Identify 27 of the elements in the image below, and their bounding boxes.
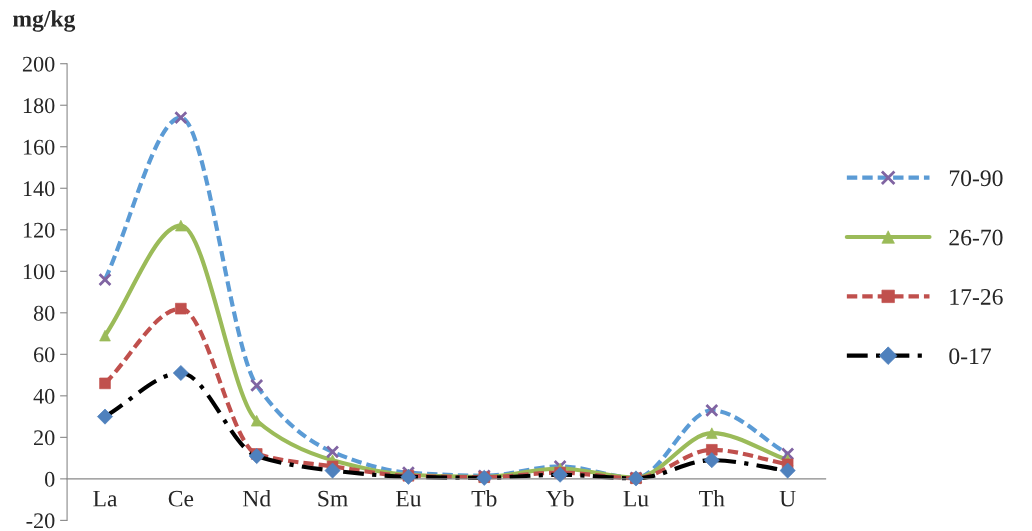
- y-tick-label: 140: [23, 181, 55, 197]
- legend-label: 26-70: [949, 229, 1003, 246]
- y-tick-label: 80: [33, 305, 55, 321]
- y-tick-label: 100: [23, 264, 55, 280]
- x-tick-label: Tb: [471, 489, 497, 507]
- x-tick-label: U: [779, 490, 796, 507]
- legend-label: 70-90: [949, 170, 1003, 187]
- y-tick-label: 40: [33, 388, 55, 404]
- x-tick-label: Th: [699, 489, 725, 507]
- legend-label: 17-26: [950, 289, 1003, 305]
- y-tick-label: 160: [23, 139, 55, 155]
- x-tick-label: Ce: [168, 490, 194, 507]
- y-tick-label: 120: [23, 222, 55, 238]
- x-tick-label: Yb: [545, 489, 574, 507]
- y-tick-label: 0: [45, 471, 55, 487]
- y-axis-title: mg/kg: [13, 10, 76, 32]
- x-tick-label: Eu: [395, 490, 422, 507]
- y-tick-label: 20: [34, 430, 55, 446]
- y-tick-label: 60: [34, 347, 55, 363]
- x-tick-label: La: [93, 490, 118, 507]
- y-tick-label: 180: [23, 98, 55, 114]
- y-tick-label: -20: [26, 513, 55, 529]
- x-tick-label: Nd: [242, 489, 271, 507]
- x-tick-label: Sm: [318, 490, 348, 507]
- x-tick-label: Lu: [623, 490, 649, 507]
- y-tick-label: 200: [22, 56, 55, 72]
- legend-label: 0-17: [949, 348, 991, 365]
